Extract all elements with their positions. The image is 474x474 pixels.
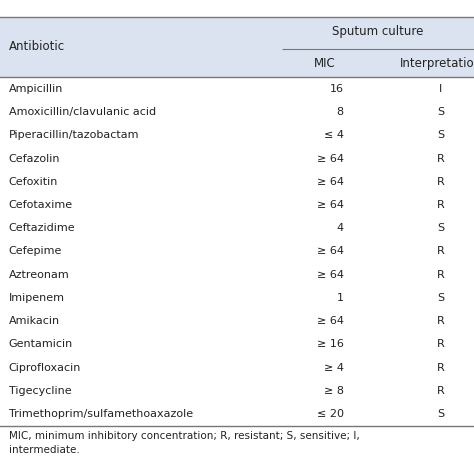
Text: Ceftazidime: Ceftazidime xyxy=(9,223,75,233)
Text: ≥ 4: ≥ 4 xyxy=(324,363,344,373)
Text: ≥ 16: ≥ 16 xyxy=(317,339,344,349)
Text: Cefoxitin: Cefoxitin xyxy=(9,177,58,187)
Text: R: R xyxy=(437,177,445,187)
Text: I: I xyxy=(439,84,442,94)
Text: S: S xyxy=(437,293,445,303)
Text: ≤ 4: ≤ 4 xyxy=(324,130,344,140)
Text: R: R xyxy=(437,363,445,373)
Text: R: R xyxy=(437,246,445,256)
Text: Amoxicillin/clavulanic acid: Amoxicillin/clavulanic acid xyxy=(9,107,155,117)
Text: 1: 1 xyxy=(337,293,344,303)
Text: Antibiotic: Antibiotic xyxy=(9,40,64,54)
Text: Sputum culture: Sputum culture xyxy=(332,25,424,37)
Text: Cefepime: Cefepime xyxy=(9,246,62,256)
Text: Imipenem: Imipenem xyxy=(9,293,64,303)
Text: S: S xyxy=(437,409,445,419)
Text: 4: 4 xyxy=(337,223,344,233)
Text: S: S xyxy=(437,107,445,117)
Text: ≤ 20: ≤ 20 xyxy=(317,409,344,419)
Text: Trimethoprim/sulfamethoaxazole: Trimethoprim/sulfamethoaxazole xyxy=(9,409,192,419)
Text: Gentamicin: Gentamicin xyxy=(9,339,73,349)
Text: 16: 16 xyxy=(329,84,344,94)
Text: Amikacin: Amikacin xyxy=(9,316,60,326)
Text: Interpretation: Interpretation xyxy=(400,56,474,70)
Text: Aztreonam: Aztreonam xyxy=(9,270,69,280)
Text: R: R xyxy=(437,339,445,349)
Text: S: S xyxy=(437,223,445,233)
Bar xyxy=(0,17,474,49)
Text: intermediate.: intermediate. xyxy=(9,446,79,456)
Text: R: R xyxy=(437,154,445,164)
Text: ≥ 64: ≥ 64 xyxy=(317,270,344,280)
Text: R: R xyxy=(437,270,445,280)
Text: R: R xyxy=(437,316,445,326)
Text: Ciprofloxacin: Ciprofloxacin xyxy=(9,363,81,373)
Text: ≥ 64: ≥ 64 xyxy=(317,316,344,326)
Text: MIC, minimum inhibitory concentration; R, resistant; S, sensitive; I,: MIC, minimum inhibitory concentration; R… xyxy=(9,431,359,441)
Text: R: R xyxy=(437,386,445,396)
Text: ≥ 8: ≥ 8 xyxy=(324,386,344,396)
Text: ≥ 64: ≥ 64 xyxy=(317,154,344,164)
Text: MIC: MIC xyxy=(314,56,336,70)
Bar xyxy=(0,49,474,77)
Text: Ampicillin: Ampicillin xyxy=(9,84,63,94)
Text: ≥ 64: ≥ 64 xyxy=(317,177,344,187)
Text: Cefotaxime: Cefotaxime xyxy=(9,200,73,210)
Text: S: S xyxy=(437,130,445,140)
Text: Piperacillin/tazobactam: Piperacillin/tazobactam xyxy=(9,130,139,140)
Text: ≥ 64: ≥ 64 xyxy=(317,200,344,210)
Text: ≥ 64: ≥ 64 xyxy=(317,246,344,256)
Text: 8: 8 xyxy=(337,107,344,117)
Text: Cefazolin: Cefazolin xyxy=(9,154,60,164)
Text: Tigecycline: Tigecycline xyxy=(9,386,71,396)
Text: R: R xyxy=(437,200,445,210)
